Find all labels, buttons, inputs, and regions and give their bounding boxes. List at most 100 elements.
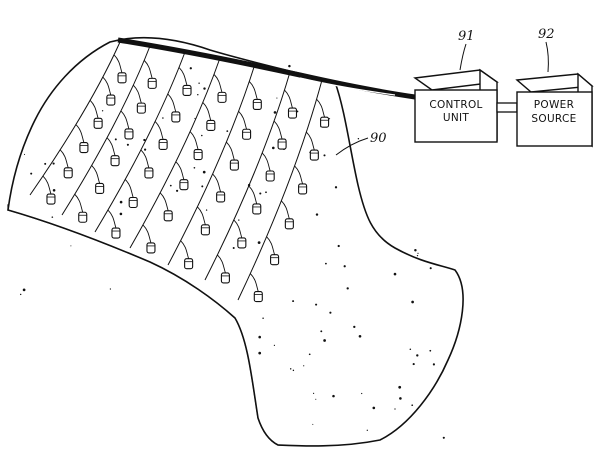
soil-speckle <box>394 408 396 410</box>
soil-speckle <box>232 246 235 250</box>
sensor-lead-wire <box>281 200 290 219</box>
sensor-lead-wire <box>248 81 258 100</box>
sensor-unit <box>111 227 121 239</box>
sensor-unit <box>320 116 330 128</box>
soil-speckle <box>23 153 26 155</box>
sensor-unit <box>242 128 252 140</box>
soil-speckle <box>101 110 104 112</box>
soil-speckle <box>273 111 277 114</box>
soil-speckle <box>337 244 340 248</box>
soil-speckle <box>414 249 417 252</box>
soil-speckle <box>329 311 332 314</box>
soil-speckle <box>288 64 291 68</box>
soil-speckle <box>109 288 112 290</box>
soil-speckle <box>328 118 331 120</box>
soil-speckle <box>259 192 262 195</box>
soil-speckle <box>193 166 196 169</box>
sensor-lead-wire <box>91 165 101 184</box>
soil-speckle <box>126 143 129 146</box>
soil-speckle <box>323 154 326 157</box>
power-source-ref: 92 <box>538 27 555 42</box>
terrain-outline <box>7 37 464 447</box>
soil-speckle <box>22 288 26 292</box>
sensor-unit <box>253 291 263 303</box>
sensor-feeder-line <box>129 57 221 249</box>
sensor-unit <box>237 237 247 249</box>
soil-speckle <box>442 436 445 439</box>
soil-speckle <box>189 67 192 70</box>
sensor-lead-wire <box>107 209 117 229</box>
sensor-unit <box>124 128 134 140</box>
sensor-unit <box>287 107 298 119</box>
soil-speckle <box>273 344 276 347</box>
sensor-feeder-line <box>94 51 186 233</box>
sensor-lead-wire <box>238 110 248 130</box>
sensor-lead-wire <box>248 185 258 205</box>
soil-speckle <box>258 335 261 339</box>
soil-speckle <box>52 162 55 165</box>
sensor-lead-wire <box>75 124 85 143</box>
sensor-lead-wire <box>284 89 293 109</box>
soil-speckle <box>398 385 402 389</box>
sensor-lead-wire <box>233 219 243 239</box>
soil-speckle <box>315 303 318 306</box>
sensor-unit <box>63 167 73 179</box>
sensor-unit <box>216 191 226 203</box>
soil-speckle <box>44 162 47 165</box>
soil-speckle <box>332 394 335 398</box>
soil-speckle <box>312 423 314 425</box>
soil-speckle <box>169 184 172 187</box>
soil-speckle <box>52 189 56 192</box>
sensor-unit <box>110 155 120 167</box>
soil-speckle <box>271 146 275 150</box>
sensor-lead-wire <box>175 161 185 180</box>
sensor-unit <box>128 196 138 209</box>
soil-speckle <box>343 265 346 268</box>
power-source-leader <box>545 41 549 73</box>
control-unit-box: CONTROL UNIT <box>413 68 499 143</box>
sensor-lead-wire <box>306 131 315 151</box>
sensor-unit <box>79 141 89 154</box>
soil-speckle <box>201 134 203 137</box>
soil-speckle <box>292 369 295 372</box>
sensor-lead-wire <box>59 149 69 168</box>
sensor-lead-wire <box>124 179 134 198</box>
sensor-lead-wire <box>140 149 150 169</box>
sensor-lead-wire <box>142 224 152 244</box>
soil-speckle <box>313 392 315 394</box>
sensor-unit <box>252 203 262 215</box>
soil-speckle <box>201 185 204 188</box>
sensor-unit <box>95 182 105 195</box>
sensor-lead-wire <box>102 76 112 96</box>
soil-speckle <box>238 219 240 221</box>
power-source-label-line1: POWER <box>534 99 574 111</box>
soil-speckle <box>323 339 326 342</box>
soil-speckle <box>334 186 338 189</box>
sensor-unit <box>206 119 216 132</box>
sensor-lead-wire <box>226 141 235 161</box>
sensor-unit <box>106 94 116 106</box>
soil-speckle <box>417 252 419 254</box>
sensor-unit <box>93 117 103 129</box>
sensor-unit <box>171 111 181 123</box>
sensor-lead-wire <box>74 193 84 213</box>
sensor-unit <box>136 102 146 114</box>
sensor-unit <box>158 138 168 150</box>
sensor-array <box>29 41 330 303</box>
soil-speckle <box>119 200 123 204</box>
sensor-unit <box>265 170 275 182</box>
soil-speckle <box>119 212 123 216</box>
sensor-feeder-line <box>167 63 256 266</box>
sensor-lead-wire <box>294 165 304 185</box>
soil-speckle <box>202 170 206 174</box>
sensor-lead-wire <box>42 175 52 195</box>
sensor-lead-wire <box>143 60 153 79</box>
soil-speckle <box>205 209 208 211</box>
sensor-unit <box>200 224 210 236</box>
sensor-lead-wire <box>167 93 177 113</box>
soil-speckle <box>411 300 414 304</box>
sensor-unit <box>284 218 294 230</box>
sensor-lead-wire <box>120 110 130 130</box>
soil-speckle <box>19 293 22 296</box>
soil-speckle <box>399 397 402 400</box>
